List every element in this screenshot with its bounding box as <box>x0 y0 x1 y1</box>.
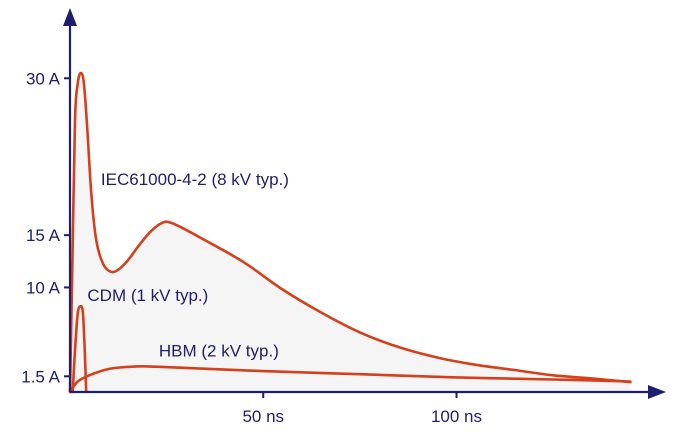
x-tick-label: 50 ns <box>242 407 284 426</box>
y-axis-arrowhead <box>63 8 77 26</box>
axis-layer <box>63 8 666 399</box>
cdm-1-kv-typ-label: CDM (1 kV typ.) <box>87 286 208 305</box>
y-tick-label: 1.5 A <box>21 367 60 386</box>
y-tick-label: 30 A <box>26 69 61 88</box>
curve-fill-layer <box>70 73 631 392</box>
curve-label-layer: IEC61000-4-2 (8 kV typ.) CDM (1 kV typ.) H… <box>87 170 289 360</box>
curve-layer <box>68 71 632 394</box>
iec61000-4-2-8-kv-typ-area-fill <box>70 73 631 392</box>
hbm-2-kv-typ-label: HBM (2 kV typ.) <box>159 341 279 360</box>
iec61000-4-2-8-kv-typ-curve <box>68 71 632 394</box>
tick-layer: 1.5 A 10 A 15 A 30 A 50 ns 100 ns <box>21 69 482 426</box>
hbm-2-kv-typ-curve <box>68 365 632 394</box>
cdm-1-kv-typ-curve <box>71 304 88 394</box>
y-tick-label: 15 A <box>26 226 61 245</box>
iec61000-4-2-8-kv-typ-label: IEC61000-4-2 (8 kV typ.) <box>101 170 289 189</box>
x-tick-label: 100 ns <box>431 407 482 426</box>
x-axis-arrowhead <box>648 385 666 399</box>
y-tick-label: 10 A <box>26 278 61 297</box>
